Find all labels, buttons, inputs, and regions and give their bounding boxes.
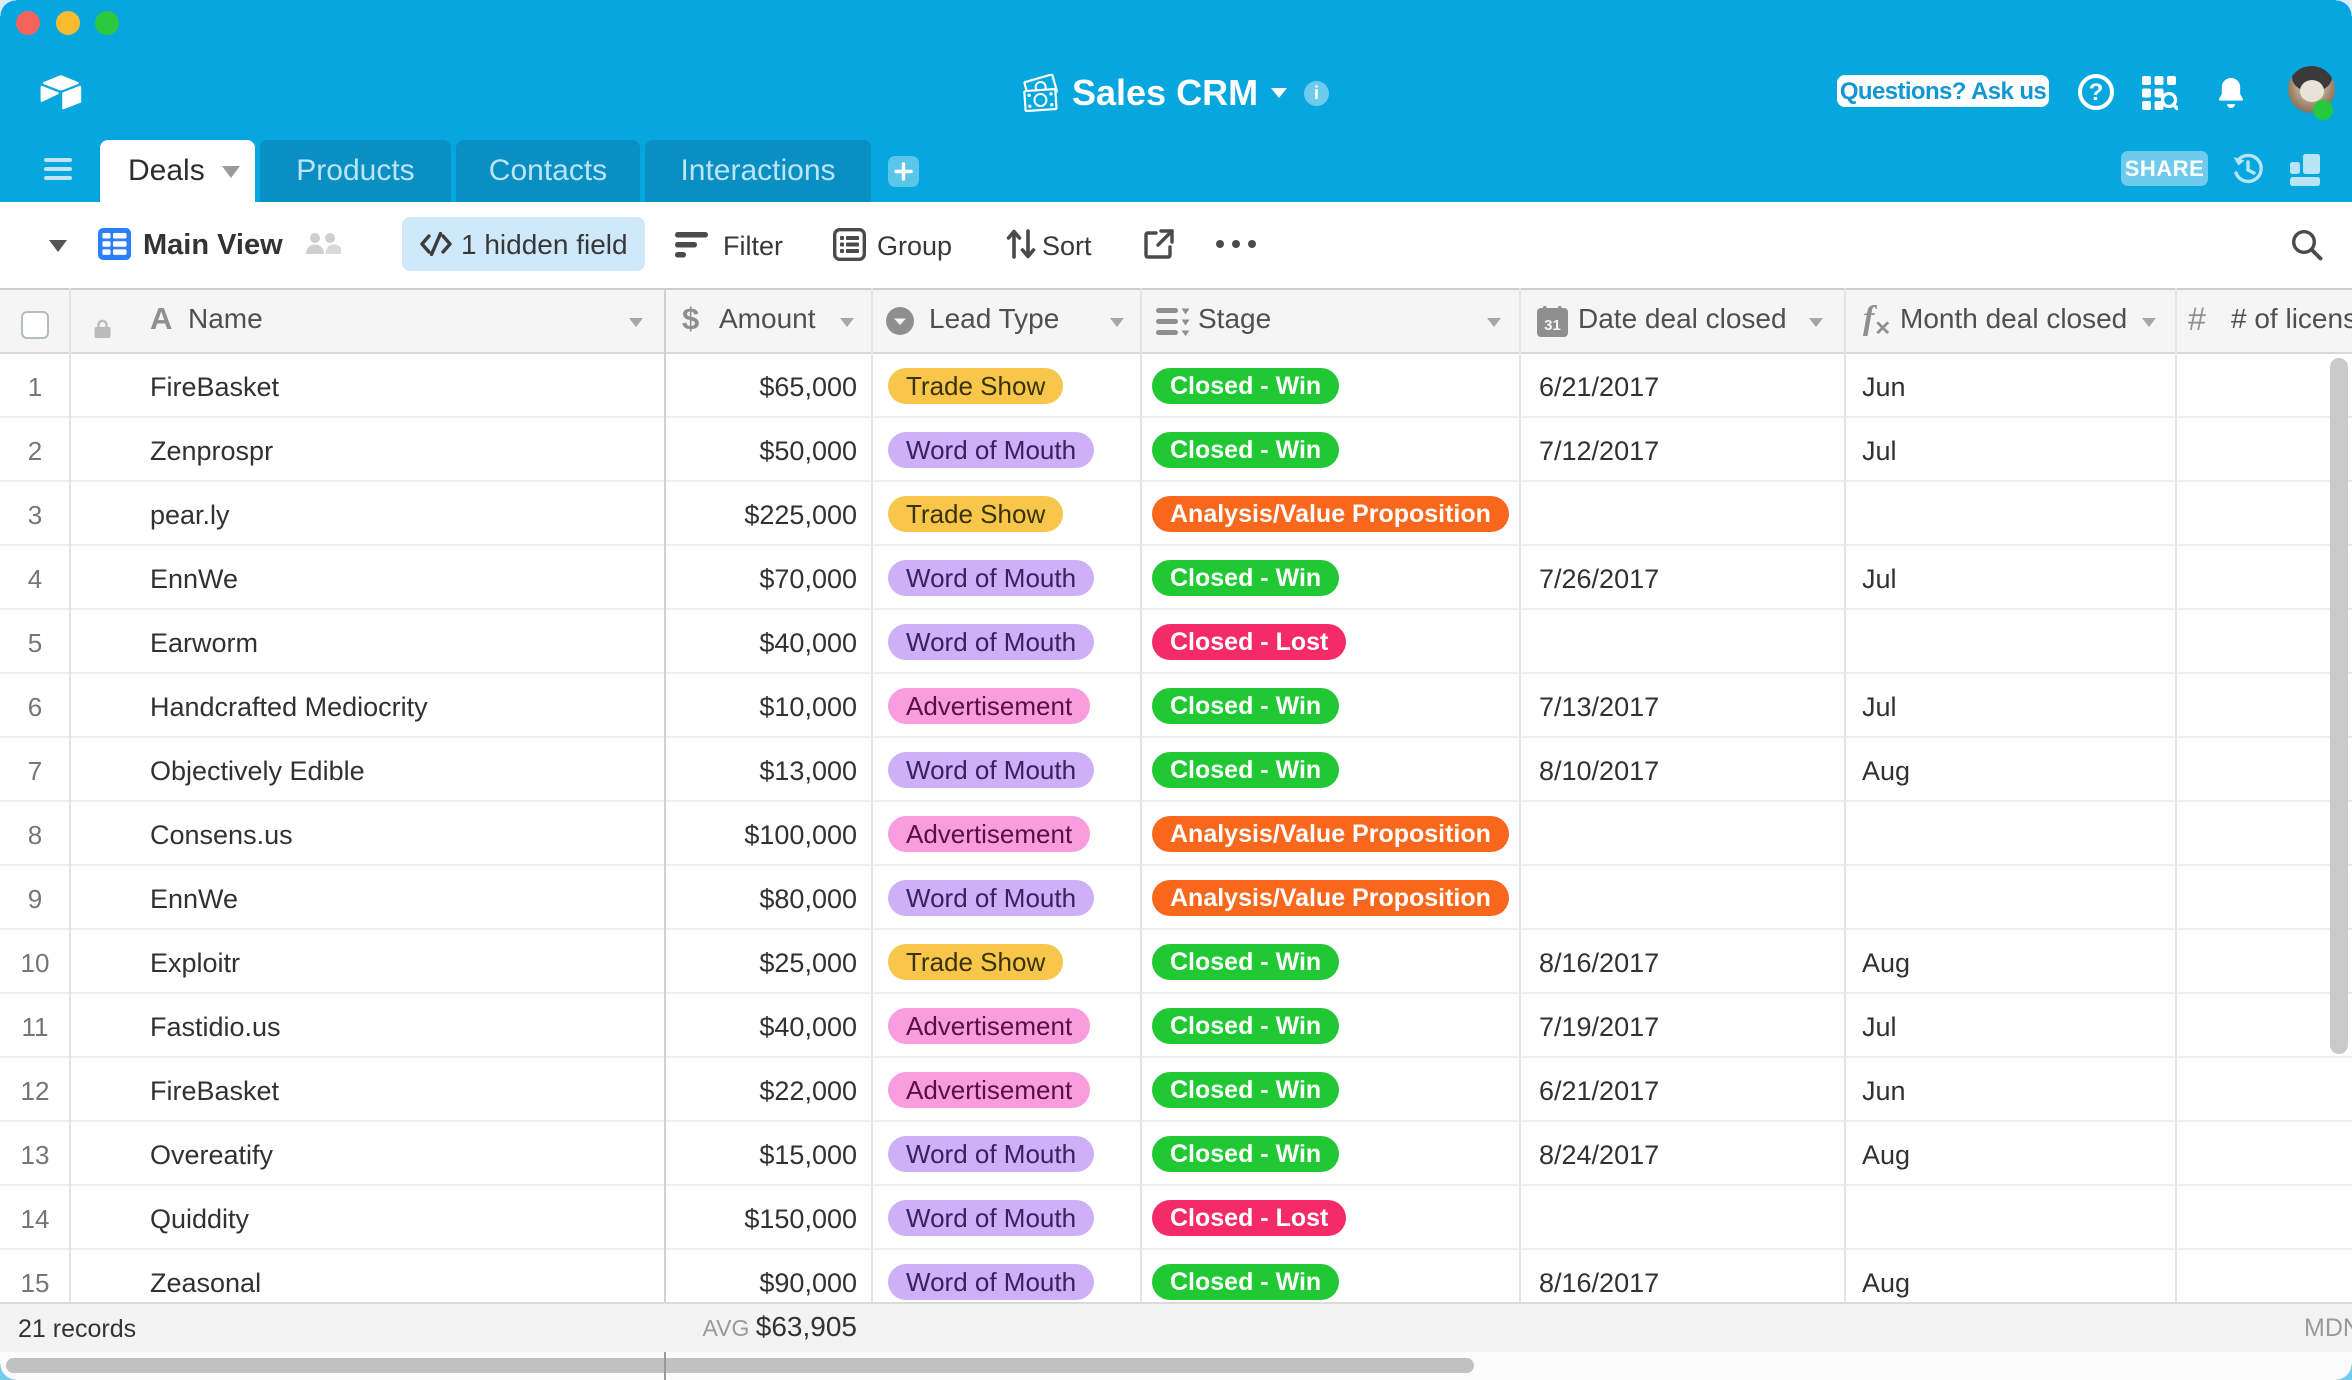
svg-text:31: 31 bbox=[1544, 317, 1561, 334]
